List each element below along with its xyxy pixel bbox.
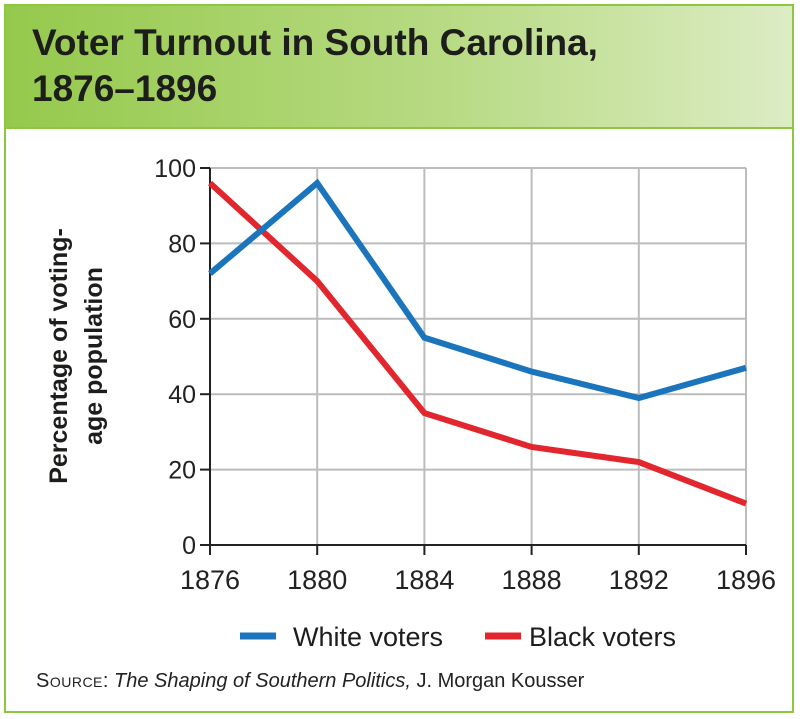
source-citation: Source: The Shaping of Southern Politics… [36, 670, 585, 692]
x-tick-label: 1888 [502, 565, 562, 595]
source-work: The Shaping of Southern Politics, [114, 670, 411, 692]
x-tick-label: 1880 [287, 565, 347, 595]
source-author: J. Morgan Kousser [416, 670, 585, 692]
y-tick-label: 80 [168, 230, 196, 258]
y-tick-label: 60 [168, 306, 196, 334]
legend-label-white-voters: White voters [293, 622, 443, 652]
y-tick-label: 40 [168, 381, 196, 409]
y-axis-label-line-2: age population [80, 267, 108, 445]
title-banner: Voter Turnout in South Carolina, 1876–18… [6, 6, 792, 129]
chart-title-line-2: 1876–1896 [32, 68, 218, 109]
chart-frame: Voter Turnout in South Carolina, 1876–18… [4, 4, 794, 713]
x-tick-label: 1896 [716, 565, 776, 595]
series-line-white-voters [208, 178, 747, 402]
x-tick-label: 1892 [609, 565, 669, 595]
y-tick-label: 100 [154, 155, 196, 183]
x-tick-label: 1884 [394, 565, 454, 595]
x-tick-label: 1876 [180, 565, 240, 595]
source-label: Source [36, 670, 103, 692]
y-tick-label: 0 [182, 532, 196, 560]
chart-title-line-1: Voter Turnout in South Carolina, [32, 22, 598, 63]
y-tick-label: 20 [168, 457, 196, 485]
y-axis-label-line-1: Percentage of voting- [45, 228, 73, 484]
legend-label-black-voters: Black voters [529, 622, 676, 652]
series-line-black-voters [207, 180, 748, 507]
